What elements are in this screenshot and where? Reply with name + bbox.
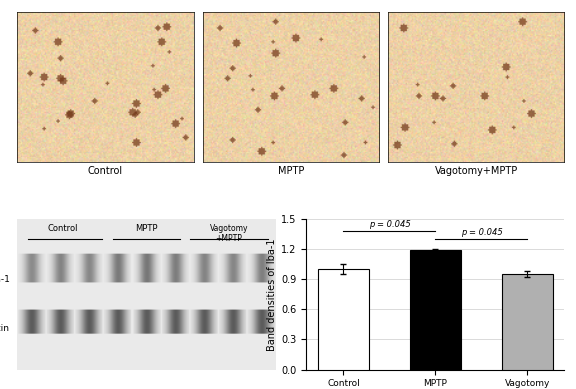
Text: p = 0.045: p = 0.045 bbox=[369, 220, 410, 229]
X-axis label: Control: Control bbox=[88, 166, 123, 176]
Text: Iba-1: Iba-1 bbox=[0, 275, 10, 284]
Bar bbox=[318, 269, 369, 370]
Text: Actin: Actin bbox=[0, 324, 10, 333]
X-axis label: MPTP: MPTP bbox=[278, 166, 304, 176]
Text: Control: Control bbox=[47, 224, 78, 233]
Bar bbox=[502, 274, 553, 370]
X-axis label: Vagotomy+MPTP: Vagotomy+MPTP bbox=[435, 166, 518, 176]
Text: Vagotomy
+MPTP: Vagotomy +MPTP bbox=[210, 224, 248, 243]
Text: p = 0.045: p = 0.045 bbox=[461, 228, 502, 237]
Bar bbox=[410, 250, 461, 370]
Text: MPTP: MPTP bbox=[135, 224, 158, 233]
Y-axis label: Band densities of Iba-1: Band densities of Iba-1 bbox=[267, 238, 277, 350]
